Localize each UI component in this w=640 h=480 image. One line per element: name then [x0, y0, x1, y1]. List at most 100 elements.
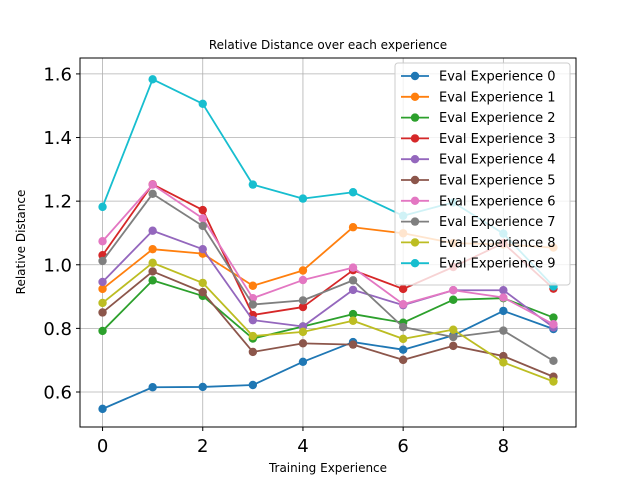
legend-marker	[410, 196, 420, 205]
data-point	[298, 275, 308, 285]
legend-label: Eval Experience 6	[439, 194, 556, 209]
data-point	[499, 286, 508, 295]
x-tick-label: 0	[97, 436, 108, 457]
data-point	[449, 295, 458, 304]
data-point	[499, 326, 508, 335]
legend-item: Eval Experience 9	[401, 257, 556, 272]
data-point	[499, 306, 508, 316]
legend-marker	[410, 92, 420, 102]
data-point	[298, 194, 308, 203]
series-line	[101, 229, 554, 329]
data-point	[148, 75, 157, 84]
series-line	[101, 183, 554, 326]
data-point	[248, 281, 258, 290]
series-line	[101, 192, 554, 362]
legend-item: Eval Experience 2	[401, 111, 556, 126]
data-point	[298, 339, 308, 348]
legend-label: Eval Experience 0	[439, 70, 556, 85]
data-point	[298, 327, 308, 337]
legend-marker	[410, 71, 420, 81]
data-point	[148, 276, 157, 285]
legend-label: Eval Experience 8	[439, 236, 556, 251]
data-point	[148, 180, 157, 189]
legend-item: Eval Experience 0	[401, 70, 556, 85]
data-point	[348, 285, 358, 295]
legend-marker	[410, 113, 420, 122]
x-tick-label: 6	[397, 436, 408, 457]
legend-marker	[410, 238, 420, 247]
data-point	[98, 202, 107, 212]
data-point	[348, 263, 358, 272]
legend-box	[394, 62, 571, 286]
legend-item: Eval Experience 8	[401, 236, 556, 251]
data-point	[198, 287, 207, 297]
legend-item: Eval Experience 4	[401, 153, 556, 168]
series-8	[98, 258, 558, 386]
legend-label: Eval Experience 5	[439, 174, 556, 189]
y-tick-label: 1.6	[43, 64, 72, 85]
data-point	[148, 267, 157, 276]
x-axis-label: Training Experience	[268, 461, 387, 475]
data-point	[198, 244, 207, 254]
y-tick-label: 0.6	[43, 383, 72, 404]
data-point	[198, 382, 207, 392]
data-point	[549, 377, 558, 386]
legend-item: Eval Experience 5	[401, 174, 556, 189]
data-point	[248, 331, 258, 341]
data-point	[98, 237, 107, 246]
data-point	[98, 277, 107, 287]
data-point	[348, 223, 358, 232]
data-point	[98, 284, 107, 294]
x-tick-label: 8	[498, 436, 509, 457]
data-point	[499, 293, 508, 302]
data-point	[248, 347, 258, 357]
data-point	[148, 244, 157, 254]
legend-item: Eval Experience 3	[401, 132, 556, 147]
legend-label: Eval Experience 7	[439, 215, 556, 230]
legend-marker	[410, 155, 420, 164]
data-point	[198, 221, 207, 231]
data-point	[98, 298, 107, 308]
data-point	[98, 308, 107, 317]
data-point	[198, 99, 207, 109]
legend-marker	[410, 259, 420, 268]
data-point	[198, 278, 207, 288]
data-point	[248, 180, 258, 189]
legend-label: Eval Experience 9	[439, 257, 556, 272]
data-point	[348, 188, 358, 197]
legend-marker	[410, 175, 420, 185]
legend-marker	[410, 134, 420, 143]
data-point	[549, 356, 558, 366]
data-point	[148, 226, 157, 235]
data-point	[449, 286, 458, 295]
x-axis-ticks: 0 2 4 6 8	[97, 427, 509, 457]
legend-label: Eval Experience 2	[439, 111, 556, 126]
data-point	[248, 300, 258, 309]
series-line	[101, 270, 554, 378]
data-point	[549, 320, 558, 329]
y-axis-label: Relative Distance	[14, 190, 28, 295]
data-point	[298, 266, 308, 275]
data-point	[348, 309, 358, 319]
data-point	[198, 205, 207, 215]
y-tick-label: 1.0	[43, 255, 72, 276]
data-point	[298, 296, 308, 305]
legend-item: Eval Experience 6	[401, 194, 556, 209]
series-0	[98, 306, 558, 414]
data-point	[499, 351, 508, 361]
data-point	[449, 332, 458, 342]
legend-marker	[410, 217, 420, 226]
legend-label: Eval Experience 3	[439, 132, 556, 147]
data-point	[398, 322, 408, 332]
data-point	[398, 300, 408, 309]
y-tick-label: 0.8	[43, 319, 72, 340]
series-line	[102, 309, 554, 410]
data-point	[499, 358, 508, 367]
legend-label: Eval Experience 1	[439, 90, 556, 105]
legend-item: Eval Experience 7	[401, 215, 556, 230]
x-tick-label: 2	[197, 436, 208, 457]
data-point	[98, 256, 107, 266]
plot-frame	[79, 57, 577, 428]
data-point	[148, 189, 157, 199]
